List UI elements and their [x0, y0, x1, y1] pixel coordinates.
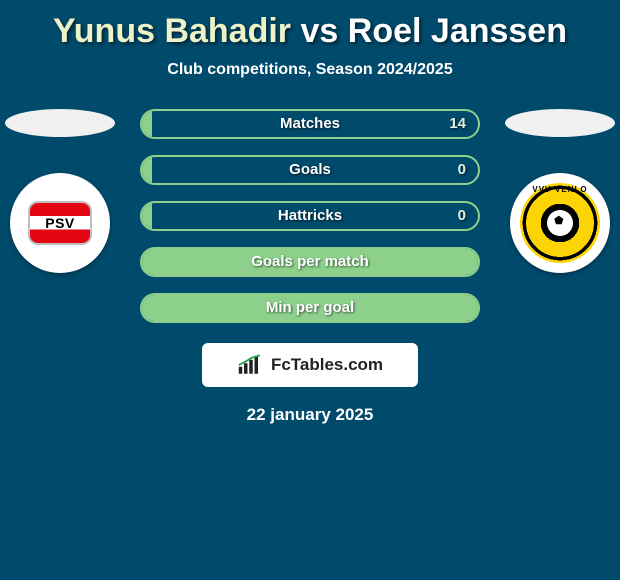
- stat-bar: Min per goal: [140, 293, 480, 323]
- stat-value-right: 14: [449, 111, 466, 137]
- comparison-arena: PSV VVV·VENLO Matches14Goals0Hattricks0G…: [0, 109, 620, 323]
- stat-label: Hattricks: [142, 203, 478, 229]
- player2-silhouette: [505, 109, 615, 137]
- stat-label: Min per goal: [142, 295, 478, 321]
- psv-badge-text: PSV: [45, 215, 75, 231]
- fctables-chart-icon: [237, 354, 265, 376]
- player2-club-badge: VVV·VENLO: [510, 173, 610, 273]
- vvv-badge-text: VVV·VENLO: [532, 185, 587, 194]
- stat-value-right: 0: [458, 157, 466, 183]
- player2-name: Roel Janssen: [348, 12, 567, 50]
- player1-club-badge: PSV: [10, 173, 110, 273]
- brand-badge[interactable]: FcTables.com: [202, 343, 418, 387]
- vvv-ball-icon: [547, 210, 573, 236]
- vvv-badge-icon: VVV·VENLO: [520, 183, 600, 263]
- subtitle: Club competitions, Season 2024/2025: [0, 61, 620, 79]
- player1-silhouette: [5, 109, 115, 137]
- player2-column: VVV·VENLO: [500, 109, 620, 273]
- stat-label: Goals: [142, 157, 478, 183]
- comparison-title: Yunus Bahadir vs Roel Janssen: [0, 0, 620, 51]
- brand-text: FcTables.com: [271, 355, 383, 375]
- date-text: 22 january 2025: [0, 405, 620, 425]
- player1-name: Yunus Bahadir: [53, 12, 291, 50]
- stat-label: Matches: [142, 111, 478, 137]
- stat-bar: Goals per match: [140, 247, 480, 277]
- stat-bars: Matches14Goals0Hattricks0Goals per match…: [140, 109, 480, 323]
- stat-bar: Matches14: [140, 109, 480, 139]
- stat-bar: Goals0: [140, 155, 480, 185]
- player1-column: PSV: [0, 109, 120, 273]
- psv-badge-icon: PSV: [28, 201, 92, 245]
- stat-bar: Hattricks0: [140, 201, 480, 231]
- stat-label: Goals per match: [142, 249, 478, 275]
- stat-value-right: 0: [458, 203, 466, 229]
- vs-text: vs: [301, 12, 339, 50]
